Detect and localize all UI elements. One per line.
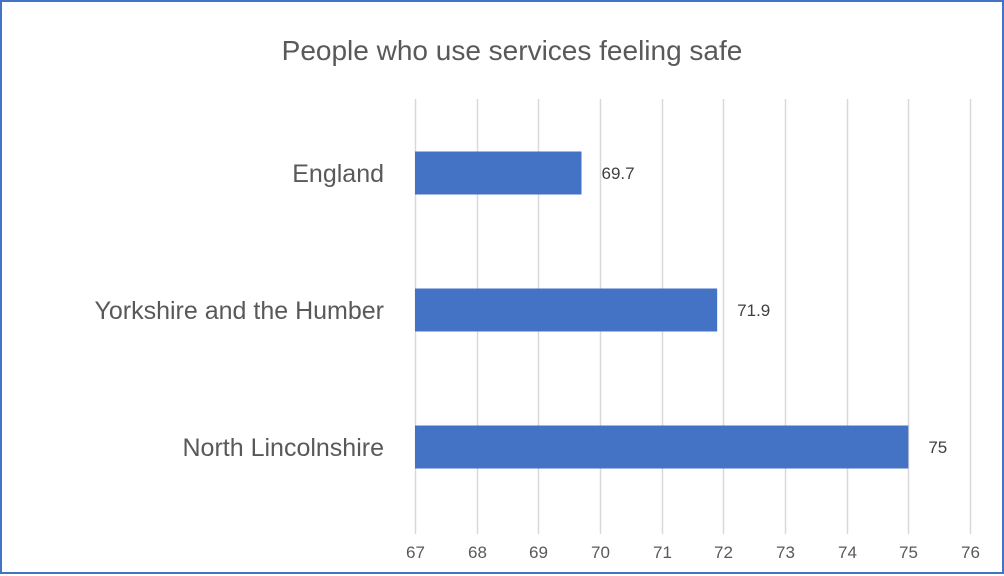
bars	[415, 151, 909, 469]
data-label-yorkshire-and-the-humber: 71.9	[737, 301, 770, 320]
x-tick-label-76: 76	[961, 543, 980, 562]
x-tick-label-75: 75	[899, 543, 918, 562]
x-tick-label-68: 68	[468, 543, 487, 562]
bar-england	[415, 151, 582, 195]
x-tick-label-74: 74	[838, 543, 857, 562]
x-tick-label-70: 70	[591, 543, 610, 562]
category-label-north-lincolnshire: North Lincolnshire	[183, 434, 385, 462]
x-tick-label-71: 71	[653, 543, 672, 562]
bar-north-lincolnshire	[415, 425, 909, 469]
category-labels: England Yorkshire and the Humber North Lin…	[94, 160, 384, 462]
x-tick-label-73: 73	[776, 543, 795, 562]
data-label-england: 69.7	[602, 164, 635, 183]
x-tick-label-69: 69	[529, 543, 548, 562]
data-label-north-lincolnshire: 75	[928, 438, 947, 457]
bar-yorkshire-and-the-humber	[415, 288, 718, 332]
x-tick-label-72: 72	[714, 543, 733, 562]
chart-title: People who use services feeling safe	[282, 35, 743, 66]
category-label-yorkshire-and-the-humber: Yorkshire and the Humber	[94, 297, 384, 325]
x-tick-labels: 67 68 69 70 71 72 73 74 75 76	[406, 543, 980, 562]
x-tick-label-67: 67	[406, 543, 425, 562]
category-label-england: England	[292, 160, 384, 188]
data-labels: 69.7 71.9 75	[602, 164, 948, 457]
